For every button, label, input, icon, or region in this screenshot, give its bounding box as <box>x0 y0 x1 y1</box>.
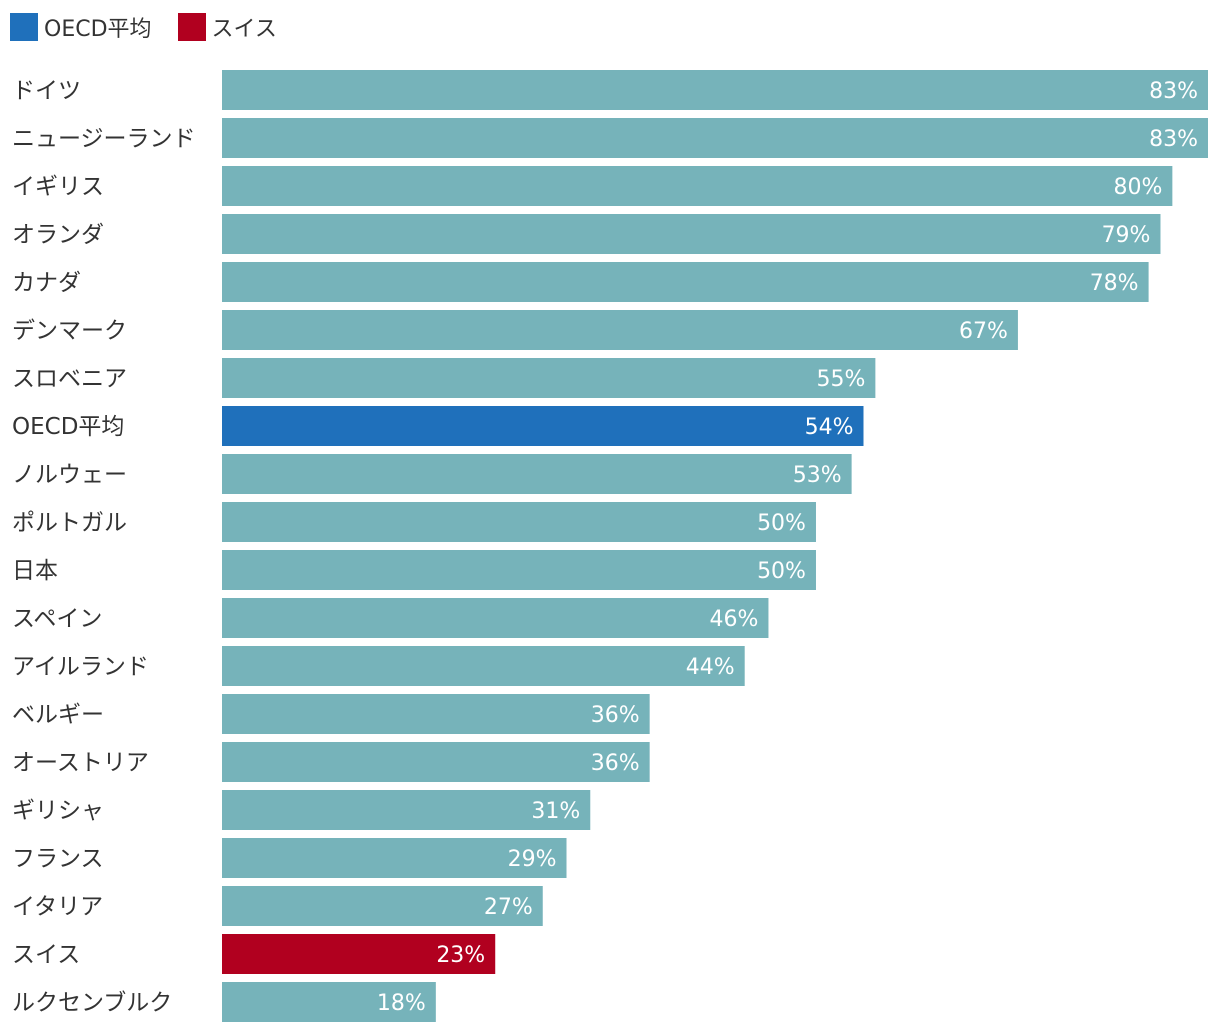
bar-value-label: 53% <box>793 463 842 488</box>
category-label: ドイツ <box>12 78 81 104</box>
category-label: 日本 <box>12 558 58 584</box>
category-label: ルクセンブルク <box>12 990 172 1016</box>
category-label: ノルウェー <box>12 462 127 488</box>
bar-value-label: 23% <box>436 943 485 968</box>
bar <box>222 934 496 974</box>
category-label: デンマーク <box>12 318 127 344</box>
bar-value-label: 83% <box>1149 127 1198 152</box>
category-label: イギリス <box>12 174 104 200</box>
legend-label-switzerland: スイス <box>211 17 277 42</box>
bar <box>222 454 852 494</box>
bar-value-label: 31% <box>531 799 580 824</box>
bar-value-label: 80% <box>1113 175 1162 200</box>
bar-value-label: 55% <box>816 367 865 392</box>
bar <box>222 166 1173 206</box>
category-label: ニュージーランド <box>12 126 196 152</box>
bar <box>222 838 567 878</box>
bar <box>222 646 745 686</box>
category-label: ギリシャ <box>12 798 104 824</box>
bar <box>222 262 1149 302</box>
bar-value-label: 83% <box>1149 79 1198 104</box>
bar-value-label: 36% <box>591 703 640 728</box>
category-label: イタリア <box>12 894 103 920</box>
legend-item-oecd-average: OECD平均 <box>10 11 152 43</box>
bar-value-label: 78% <box>1090 271 1139 296</box>
bar <box>222 694 650 734</box>
bar-value-label: 18% <box>377 991 426 1016</box>
bar <box>222 310 1018 350</box>
category-label: スペイン <box>12 606 102 632</box>
category-label: オランダ <box>12 222 104 248</box>
category-label: スロベニア <box>12 366 127 392</box>
bar <box>222 214 1161 254</box>
bar <box>222 742 650 782</box>
category-label: ベルギー <box>12 702 104 728</box>
bar-value-label: 50% <box>757 559 806 584</box>
bar-value-label: 50% <box>757 511 806 536</box>
bar-value-label: 44% <box>686 655 735 680</box>
bar-value-label: 27% <box>484 895 533 920</box>
category-label: オーストリア <box>12 750 149 776</box>
category-label: スイス <box>12 942 80 968</box>
bar <box>222 790 591 830</box>
category-label: アイルランド <box>12 654 149 680</box>
bar-value-label: 79% <box>1102 223 1151 248</box>
bar <box>222 70 1208 110</box>
bar <box>222 598 769 638</box>
bar-value-label: 46% <box>710 607 759 632</box>
bar-value-label: 36% <box>591 751 640 776</box>
category-label: フランス <box>12 846 104 872</box>
category-label: ポルトガル <box>12 510 127 536</box>
bar <box>222 982 436 1022</box>
bar-value-label: 54% <box>805 415 854 440</box>
bar-value-label: 67% <box>959 319 1008 344</box>
bar <box>222 550 816 590</box>
bar <box>222 358 876 398</box>
bar <box>222 502 816 542</box>
legend-label-oecd-average: OECD平均 <box>44 17 152 42</box>
bar <box>222 406 864 446</box>
bar <box>222 118 1208 158</box>
chart-legend: OECD平均 スイス <box>10 12 303 42</box>
legend-item-switzerland: スイス <box>177 11 277 43</box>
bar-value-label: 29% <box>508 847 557 872</box>
category-label: カナダ <box>12 270 81 296</box>
category-label: OECD平均 <box>12 414 124 440</box>
legend-swatch-oecd-average <box>10 13 38 41</box>
legend-swatch-switzerland <box>177 13 206 41</box>
bar <box>222 886 543 926</box>
